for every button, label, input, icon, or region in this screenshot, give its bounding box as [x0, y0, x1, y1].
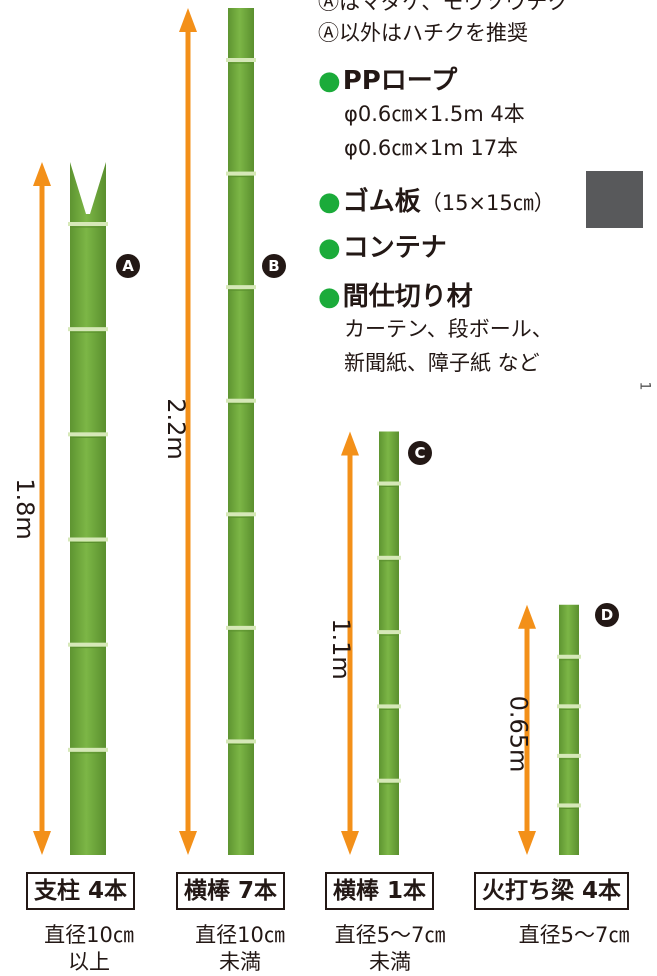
bullet-icon: ●	[318, 282, 341, 312]
arrow-head-up	[179, 8, 197, 32]
pole-spec-c: 直径5〜7㎝ 未満	[334, 923, 446, 974]
bullet-icon: ●	[318, 233, 341, 263]
badge-c: C	[408, 441, 432, 465]
length-label-c: 1.1m	[326, 618, 355, 680]
side-fragment: 1	[636, 381, 653, 391]
arrow-head-down	[33, 831, 51, 855]
bamboo-node	[557, 803, 581, 808]
pp-rope-heading: ●PPロープ	[318, 66, 458, 96]
length-label-d: 0.65m	[504, 695, 533, 773]
bamboo-node	[68, 537, 108, 542]
arrow-head-up	[518, 604, 536, 629]
arrow-head-down	[518, 831, 536, 855]
length-label-a: 1.8m	[10, 478, 39, 540]
arrow-head-down	[179, 831, 197, 855]
bamboo-pole-b	[226, 8, 256, 855]
bullet-icon: ●	[318, 66, 341, 96]
bamboo-node	[557, 753, 581, 758]
arrow-head-up	[341, 431, 359, 456]
bamboo-node	[226, 171, 256, 176]
bamboo-node	[377, 630, 401, 635]
bamboo-node	[377, 555, 401, 560]
bamboo-node	[557, 704, 581, 709]
bamboo-node	[377, 481, 401, 486]
bamboo-node	[377, 778, 401, 783]
pp-rope-detail-2: φ0.6㎝×1m 17本	[344, 136, 519, 160]
bamboo-node	[68, 327, 108, 332]
badge-d: D	[595, 603, 619, 627]
badge-a: A	[116, 254, 140, 278]
partition-heading: ●間仕切り材	[318, 282, 473, 312]
pole-spec-b: 直径10㎝ 未満	[195, 923, 285, 974]
bamboo-node	[68, 222, 108, 226]
bamboo-node	[226, 285, 256, 290]
pole-spec-a: 直径10㎝ 以上	[44, 923, 134, 974]
bamboo-node	[557, 654, 581, 659]
pole-name-c: 横棒 1本	[325, 872, 435, 910]
bamboo-shaft	[228, 8, 254, 855]
arrow-head-down	[341, 831, 359, 855]
length-arrow-d	[518, 604, 536, 855]
legend-line-top: Ⓐはマダケ、モウソウチク	[318, 0, 569, 14]
pole-name-d: 火打ち梁 4本	[474, 872, 630, 910]
length-label-b: 2.2m	[161, 398, 190, 460]
rubber-plate-swatch	[586, 171, 643, 228]
bullet-icon: ●	[318, 187, 341, 217]
length-arrow-c	[341, 431, 359, 855]
pole-name-a: 支柱 4本	[26, 872, 136, 910]
legend-line-a: Ⓐ以外はハチクを推奨	[318, 21, 528, 45]
pole-spec-d: 直径5〜7㎝	[518, 923, 630, 947]
container-heading: ●コンテナ	[318, 233, 447, 263]
length-arrow-b	[179, 8, 197, 855]
bamboo-shaft	[70, 162, 106, 855]
bamboo-node	[68, 747, 108, 752]
length-arrow-a	[33, 162, 51, 855]
bamboo-pole-d	[557, 604, 581, 855]
bamboo-node	[226, 625, 256, 630]
bamboo-pole-a	[68, 162, 108, 855]
rubber-plate-heading: ●ゴム板（15×15㎝）	[318, 187, 555, 217]
bamboo-node	[226, 512, 256, 517]
bamboo-node	[226, 398, 256, 403]
arrow-head-up	[33, 162, 51, 186]
bamboo-node	[226, 58, 256, 62]
partition-detail-2: 新聞紙、障子紙 など	[344, 351, 540, 375]
pp-rope-detail-1: φ0.6㎝×1.5m 4本	[344, 102, 525, 126]
bamboo-node	[377, 704, 401, 709]
pole-name-b: 横棒 7本	[176, 872, 286, 910]
bamboo-node	[68, 432, 108, 437]
bamboo-node	[226, 739, 256, 744]
bamboo-pole-c	[377, 431, 401, 855]
bamboo-shaft	[379, 431, 399, 855]
bamboo-node	[68, 642, 108, 647]
bamboo-shaft	[559, 604, 579, 855]
partition-detail-1: カーテン、段ボール、	[344, 317, 553, 341]
badge-b: B	[262, 254, 286, 278]
